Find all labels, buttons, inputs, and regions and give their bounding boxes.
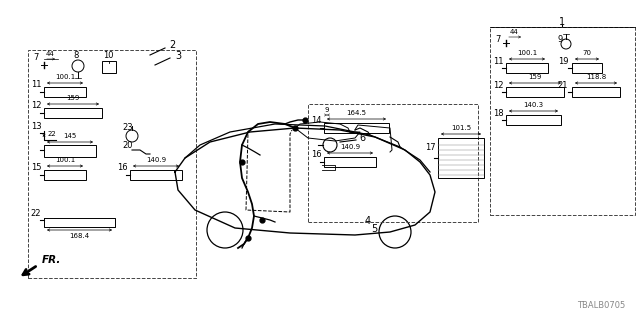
Text: 159: 159 xyxy=(528,74,541,80)
Text: 100.1: 100.1 xyxy=(55,74,75,80)
Text: 44: 44 xyxy=(45,51,54,57)
Text: 168.4: 168.4 xyxy=(69,233,90,239)
Text: 11: 11 xyxy=(493,57,503,66)
Text: 9: 9 xyxy=(324,107,329,113)
Text: 70: 70 xyxy=(582,50,591,56)
Text: 20: 20 xyxy=(123,141,133,150)
Text: 140.9: 140.9 xyxy=(340,144,360,150)
Bar xyxy=(44,87,86,97)
Text: 18: 18 xyxy=(493,109,503,118)
Text: 23: 23 xyxy=(123,123,133,132)
Text: 8: 8 xyxy=(74,51,79,60)
Text: 10: 10 xyxy=(103,51,113,60)
Text: 101.5: 101.5 xyxy=(451,125,471,131)
Bar xyxy=(506,63,548,73)
Text: 22: 22 xyxy=(48,131,57,137)
Text: 5: 5 xyxy=(371,224,377,234)
Bar xyxy=(308,104,478,222)
Text: 6: 6 xyxy=(359,133,365,143)
Text: 159: 159 xyxy=(67,95,80,101)
Text: 7: 7 xyxy=(495,35,500,44)
Text: 100.1: 100.1 xyxy=(517,50,537,56)
Text: 22: 22 xyxy=(31,209,41,218)
Bar xyxy=(44,108,102,118)
Bar xyxy=(130,170,182,180)
Text: FR.: FR. xyxy=(42,255,61,265)
Text: 16: 16 xyxy=(116,163,127,172)
Text: 1: 1 xyxy=(559,17,565,27)
Text: 13: 13 xyxy=(31,122,42,131)
Bar xyxy=(506,87,564,97)
Text: 14: 14 xyxy=(311,116,321,125)
Bar xyxy=(44,145,96,157)
Text: 44: 44 xyxy=(509,29,518,35)
Bar xyxy=(324,123,389,133)
Bar xyxy=(438,138,484,178)
Bar xyxy=(324,157,376,167)
Text: 12: 12 xyxy=(31,101,41,110)
Text: 140.9: 140.9 xyxy=(146,157,166,163)
Text: 21: 21 xyxy=(557,81,568,90)
Text: 16: 16 xyxy=(310,150,321,159)
Text: 7: 7 xyxy=(33,53,38,62)
Text: 15: 15 xyxy=(31,163,41,172)
Text: 100.1: 100.1 xyxy=(55,157,75,163)
Bar xyxy=(28,50,196,278)
Text: 19: 19 xyxy=(557,57,568,66)
Text: TBALB0705: TBALB0705 xyxy=(577,301,625,310)
Bar xyxy=(44,170,86,180)
Bar xyxy=(102,61,116,73)
Text: 4: 4 xyxy=(365,216,371,226)
Bar xyxy=(506,115,561,125)
Text: 9: 9 xyxy=(557,35,563,44)
Text: 3: 3 xyxy=(175,51,181,61)
Text: 2: 2 xyxy=(169,40,175,50)
Text: 17: 17 xyxy=(425,143,435,152)
Text: 140.3: 140.3 xyxy=(524,102,543,108)
Text: 118.8: 118.8 xyxy=(586,74,606,80)
Text: 145: 145 xyxy=(63,133,77,139)
Bar xyxy=(490,27,635,215)
Text: 12: 12 xyxy=(493,81,503,90)
Text: 11: 11 xyxy=(31,80,41,89)
Text: 164.5: 164.5 xyxy=(346,110,367,116)
Bar xyxy=(572,63,602,73)
Bar xyxy=(572,87,620,97)
